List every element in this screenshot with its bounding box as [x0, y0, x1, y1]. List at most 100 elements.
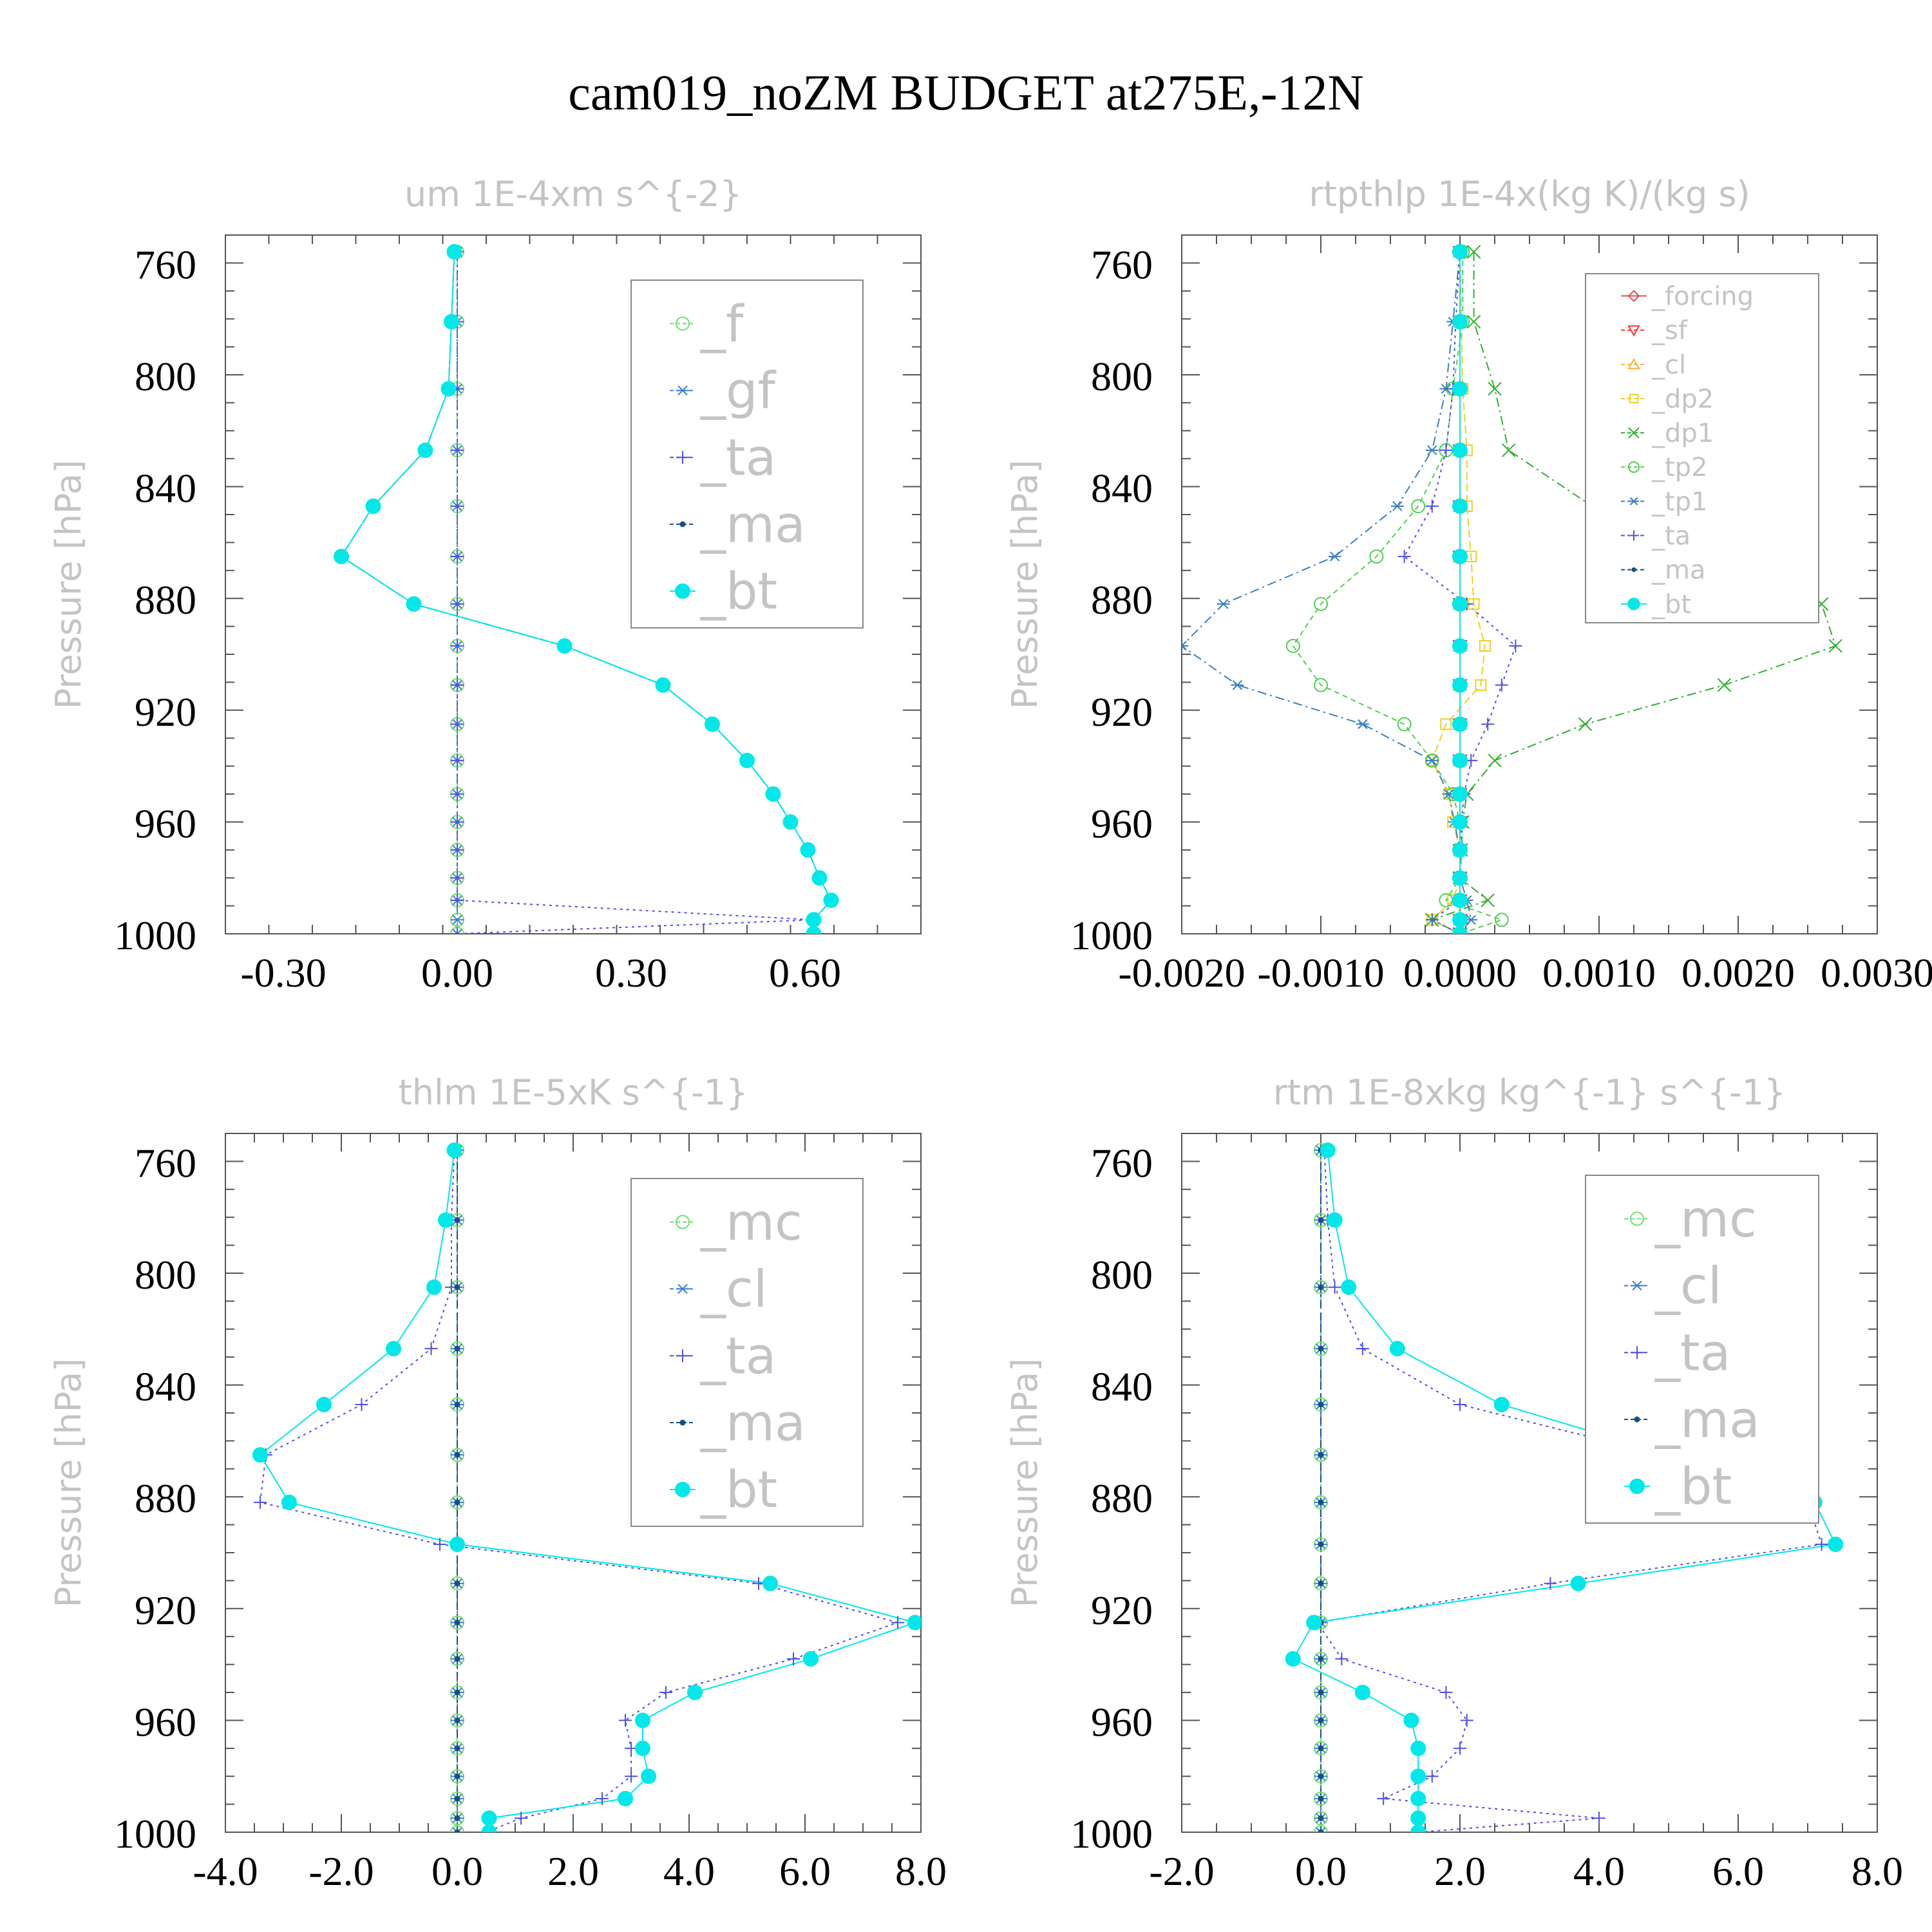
data-point — [1318, 1499, 1324, 1506]
legend-marker — [679, 521, 686, 527]
legend-entry: _cl — [1654, 1258, 1722, 1316]
data-point — [451, 1827, 464, 1832]
legend-marker — [675, 1481, 690, 1497]
data-point — [426, 1279, 442, 1295]
legend: _mc _cl _ta _ma _bt — [1585, 1175, 1819, 1524]
x-tick-label: 2.0 — [547, 1848, 599, 1894]
data-point — [1285, 1651, 1301, 1667]
legend-marker — [1627, 325, 1640, 337]
data-point — [451, 597, 464, 611]
y-tick-label: 1000 — [1070, 913, 1153, 958]
panel-title: rtm 1E-8xkg kg^{-1} s^{-1} — [1273, 1072, 1786, 1113]
data-point — [1452, 786, 1468, 802]
data-point — [334, 549, 349, 565]
data-point — [1377, 1792, 1390, 1805]
data-point — [316, 1396, 332, 1412]
data-point — [451, 550, 464, 564]
series-group — [252, 1142, 921, 1832]
x-tick-label: 8.0 — [895, 1848, 947, 1894]
data-point — [1488, 381, 1502, 396]
series-markers-dp2 — [1426, 246, 1491, 934]
data-point — [454, 1689, 460, 1696]
x-tick-label: 0.0020 — [1681, 950, 1795, 996]
y-axis-label: Pressure [hPa] — [1005, 1358, 1045, 1607]
data-point — [1390, 501, 1404, 511]
x-tick-label: 0.0000 — [1403, 950, 1517, 996]
data-point — [1397, 550, 1411, 564]
data-point — [1452, 716, 1468, 732]
data-point — [1452, 549, 1468, 565]
data-point — [1815, 1537, 1828, 1551]
legend-entry: _ta — [1654, 1324, 1730, 1382]
data-point — [1452, 381, 1468, 397]
x-tick-label: 6.0 — [779, 1848, 831, 1894]
x-tick-label: 0.00 — [421, 950, 493, 996]
data-point — [454, 1795, 460, 1802]
data-point — [365, 498, 381, 514]
legend-entry: _cl — [1651, 350, 1686, 380]
data-point — [451, 499, 464, 513]
data-point — [1452, 442, 1468, 459]
data-point — [1318, 1345, 1324, 1352]
data-point — [451, 914, 464, 925]
legend-entry: _mc — [1654, 1191, 1757, 1249]
series-line-tp2 — [1292, 252, 1504, 934]
data-point — [406, 596, 422, 612]
data-point — [454, 1401, 460, 1408]
data-point — [1318, 1401, 1324, 1408]
y-tick-label: 880 — [135, 577, 196, 623]
data-point — [1452, 677, 1468, 693]
data-point — [1318, 1656, 1324, 1662]
legend-entry: _ta — [700, 1327, 776, 1385]
data-point — [1389, 1341, 1405, 1357]
data-point — [1403, 1712, 1419, 1728]
data-point — [454, 1345, 460, 1352]
legend: _forcing _sf _cl _dp2 _dp1 _tp2 _tp1 _ta _ma _bt — [1585, 273, 1819, 623]
data-point — [1410, 1824, 1426, 1832]
data-point — [451, 717, 464, 731]
data-point — [1411, 498, 1426, 513]
data-point — [1285, 638, 1300, 653]
y-tick-label: 1000 — [1070, 1811, 1153, 1857]
data-point — [451, 444, 464, 457]
data-point — [806, 926, 822, 934]
data-point — [556, 638, 573, 654]
data-point — [1440, 718, 1452, 730]
data-point — [1318, 1217, 1324, 1224]
data-point — [1217, 599, 1230, 609]
data-point — [454, 1452, 460, 1458]
y-tick-label: 960 — [135, 1699, 196, 1745]
legend-entry: _bt — [1654, 1458, 1732, 1516]
y-tick-label: 960 — [135, 800, 196, 846]
chart-panels: um 1E-4xm s^{-2} Pressure [hPa] 760 800 840 8… — [48, 174, 1932, 1894]
x-tick-label: -0.0020 — [1118, 950, 1245, 996]
panel-title: um 1E-4xm s^{-2} — [404, 174, 742, 214]
series-markers-tp2 — [1285, 245, 1509, 934]
x-tick-label: 0.0 — [1295, 1848, 1347, 1894]
data-point — [451, 639, 464, 652]
data-point — [386, 1341, 401, 1357]
data-point — [1425, 1770, 1439, 1783]
y-tick-label: 1000 — [114, 913, 196, 958]
series-markers-tp1 — [1182, 247, 1478, 934]
data-point — [454, 1815, 460, 1821]
data-point — [1425, 755, 1439, 766]
data-point — [454, 1580, 460, 1587]
legend-entry: _ma — [1654, 1391, 1760, 1449]
x-tick-label: 0.0010 — [1542, 950, 1656, 996]
x-tick-label: -0.30 — [240, 950, 326, 996]
legend-entry: _ma — [700, 1394, 806, 1452]
y-tick-label: 880 — [1091, 577, 1153, 623]
y-axis-label: Pressure [hPa] — [1005, 460, 1045, 709]
x-tick-label: 4.0 — [1573, 1848, 1625, 1894]
y-tick-label: 800 — [135, 354, 196, 399]
legend-entry: _dp1 — [1651, 419, 1714, 448]
legend-marker — [1629, 530, 1639, 541]
y-axis-label: Pressure [hPa] — [48, 460, 89, 709]
data-point — [1318, 1284, 1324, 1291]
data-point — [641, 1768, 656, 1785]
data-point — [1314, 596, 1328, 611]
data-point — [254, 1495, 267, 1509]
data-point — [635, 1740, 650, 1756]
data-point — [1578, 717, 1593, 732]
